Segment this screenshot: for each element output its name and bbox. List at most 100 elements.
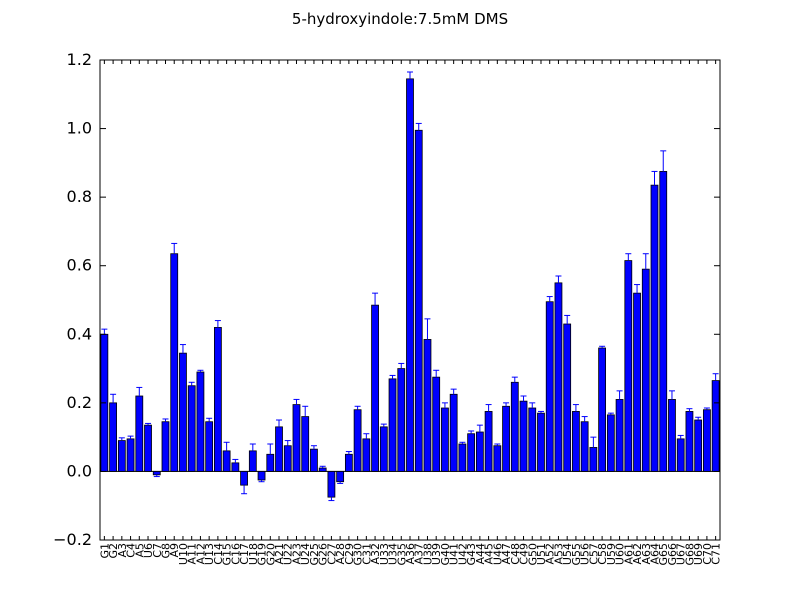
xtick-label: A37 — [413, 543, 426, 565]
xtick-label: C49 — [518, 543, 531, 565]
xtick-label: U46 — [491, 543, 504, 565]
xtick-label: U39 — [430, 543, 443, 565]
xtick-label: C16 — [229, 543, 242, 565]
bar-U22 — [283, 445, 292, 472]
bar-U33 — [379, 426, 388, 472]
xtick-label: A45 — [483, 543, 496, 565]
xtick-label: A12 — [194, 543, 207, 565]
xtick-label: A36 — [404, 543, 417, 565]
xtick-label: G65 — [657, 543, 670, 566]
bar-U38 — [423, 339, 432, 472]
bar-G66 — [668, 399, 676, 472]
bar-C17 — [240, 471, 248, 486]
xtick-label: A44 — [474, 543, 487, 565]
xtick-label: G25 — [308, 543, 321, 566]
xtick-label: C17 — [238, 543, 251, 565]
bar-C71 — [711, 380, 720, 472]
xtick-label: C27 — [325, 543, 338, 565]
xtick-label: U54 — [561, 543, 574, 565]
bar-G26 — [318, 467, 327, 472]
xtick-label: U67 — [675, 543, 688, 565]
bar-G15 — [222, 450, 231, 472]
xtick-label: U42 — [456, 543, 469, 565]
bar-G20 — [266, 453, 275, 472]
bar-A52 — [545, 301, 554, 472]
xtick-label: G55 — [570, 543, 583, 566]
ytick-label: 0.0 — [67, 461, 92, 480]
xtick-label: A61 — [622, 543, 635, 565]
bar-C7 — [152, 471, 161, 476]
bar-C29 — [344, 453, 353, 472]
xtick-label: U41 — [448, 543, 461, 565]
xtick-label: G43 — [465, 543, 478, 566]
xtick-label: G8 — [159, 543, 172, 559]
xtick-label: A28 — [334, 543, 347, 565]
bar-A45 — [484, 411, 493, 472]
bar-G43 — [467, 433, 476, 472]
xtick-label: A32 — [369, 543, 382, 565]
bar-U6 — [144, 424, 152, 472]
xtick-label: G40 — [439, 543, 452, 566]
bar-G65 — [659, 171, 668, 472]
bar-C16 — [231, 462, 240, 472]
xtick-label: A5 — [133, 543, 146, 558]
bar-U18 — [248, 450, 257, 472]
ytick-label: 0.6 — [67, 256, 92, 275]
xtick-label: C57 — [587, 543, 600, 565]
xtick-label: G30 — [352, 543, 365, 566]
bar-G25 — [310, 448, 318, 472]
bar-A21 — [275, 426, 283, 472]
plot-area: −0.20.00.20.40.60.81.01.2G1G2A3C4A5U6C7G… — [53, 50, 722, 566]
xtick-label: U24 — [299, 543, 312, 565]
plot-frame — [99, 59, 721, 541]
xtick-label: U56 — [579, 543, 592, 565]
ytick-label: 0.4 — [67, 324, 92, 343]
ytick-label: 0.2 — [67, 393, 92, 412]
bar-U60 — [615, 399, 624, 472]
bar-U24 — [301, 416, 310, 472]
bar-G30 — [353, 409, 362, 472]
bar-U10 — [179, 352, 187, 472]
bar-U42 — [458, 443, 467, 472]
xtick-label: A3 — [116, 543, 129, 558]
bar-G8 — [161, 421, 170, 472]
chart-title: 5-hydroxyindole:7.5mM DMS — [292, 10, 508, 28]
xtick-label: C48 — [509, 543, 522, 565]
bar-C4 — [126, 438, 135, 472]
xtick-label: U38 — [421, 543, 434, 565]
bar-A44 — [475, 431, 484, 472]
bar-C48 — [510, 381, 519, 472]
bar-U69 — [694, 419, 703, 472]
xtick-label: U60 — [614, 543, 627, 565]
bar-C49 — [519, 400, 528, 472]
bar-U46 — [493, 445, 502, 472]
bar-A23 — [292, 404, 301, 472]
bar-C14 — [213, 327, 222, 472]
bar-U59 — [606, 414, 615, 472]
xtick-label: G20 — [264, 543, 277, 566]
bar-A5 — [135, 395, 144, 472]
xtick-label: G19 — [256, 543, 269, 566]
bar-U39 — [432, 376, 441, 472]
bar-U56 — [580, 421, 589, 472]
xtick-label: A62 — [631, 543, 644, 565]
xtick-label: A11 — [186, 543, 199, 565]
xtick-label: U51 — [535, 543, 548, 565]
bar-A3 — [117, 440, 126, 472]
xtick-label: A63 — [640, 543, 653, 565]
bar-G55 — [572, 411, 580, 472]
bar-U41 — [449, 393, 458, 472]
xtick-label: G50 — [526, 543, 539, 566]
xtick-label: U10 — [177, 543, 190, 565]
bar-A9 — [170, 253, 179, 472]
ytick-label: 0.8 — [67, 187, 92, 206]
bar-A36 — [406, 78, 414, 472]
bar-A61 — [624, 260, 633, 472]
xtick-label: C70 — [701, 543, 714, 565]
bar-U54 — [563, 323, 572, 472]
bar-A63 — [641, 268, 650, 472]
bar-A37 — [414, 129, 423, 472]
bar-C58 — [598, 347, 607, 472]
ytick-label: 1.0 — [67, 119, 92, 138]
